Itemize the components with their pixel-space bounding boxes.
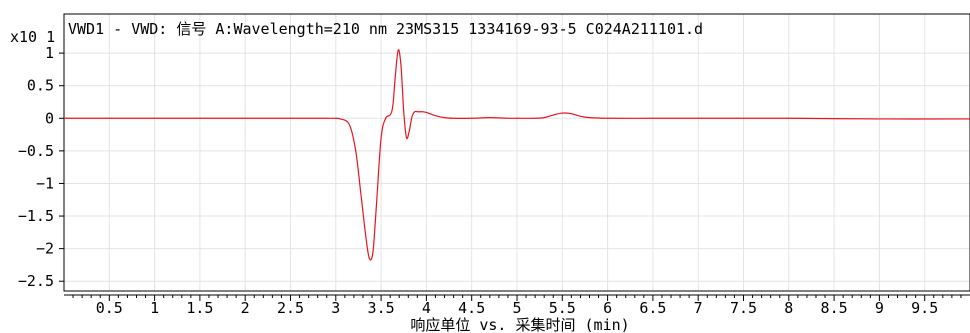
x-tick-label: 6 <box>603 299 612 317</box>
y-tick-label: −2 <box>36 240 54 258</box>
x-axis-label: 响应单位 vs. 采集时间 (min) <box>410 316 629 333</box>
x-tick-label: 4.5 <box>458 299 485 317</box>
plot-frame <box>63 13 970 292</box>
x-tick-label: 2 <box>241 299 250 317</box>
x-tick-label: 3 <box>331 299 340 317</box>
x-tick-label: 3.5 <box>368 299 395 317</box>
x-ticks: 0.5 1 1.5 2 2.5 3 3.5 4 4.5 5 5.5 6 6.5 7 7.5 8 8.5 9 9.5 <box>72 295 962 317</box>
x-tick-label: 5.5 <box>549 299 576 317</box>
y-tick-label: −2.5 <box>18 272 54 290</box>
gridlines <box>64 14 970 291</box>
y-tick-label: −0.5 <box>18 142 54 160</box>
x-tick-label: 4 <box>422 299 431 317</box>
y-tick-label: −1 <box>36 174 54 192</box>
x-tick-label: 1 <box>150 299 159 317</box>
x-tick-label: 9.5 <box>911 299 938 317</box>
x-tick-label: 7.5 <box>730 299 757 317</box>
x-tick-label: 8 <box>784 299 793 317</box>
x-tick-label: 7 <box>694 299 703 317</box>
y-tick-label: 0.5 <box>27 77 54 95</box>
y-ticks: 1 0.5 0 −0.5 −1 −1.5 −2 −2.5 <box>18 44 64 290</box>
x-tick-label: 5 <box>512 299 521 317</box>
x-tick-label: 2.5 <box>277 299 304 317</box>
x-tick-label: 1.5 <box>186 299 213 317</box>
x-tick-label: 6.5 <box>639 299 666 317</box>
signal-trace-line <box>64 49 970 261</box>
x-tick-label: 0.5 <box>96 299 123 317</box>
chart-title: VWD1 - VWD: 信号 A:Wavelength=210 nm 23MS3… <box>68 20 703 38</box>
y-tick-label: −1.5 <box>18 207 54 225</box>
series-layer <box>64 49 970 261</box>
x-tick-label: 8.5 <box>821 299 848 317</box>
y-tick-label: 1 <box>45 44 54 62</box>
x-tick-label: 9 <box>875 299 884 317</box>
y-multiplier-label: x10 1 <box>10 28 55 46</box>
y-tick-label: 0 <box>45 109 54 127</box>
